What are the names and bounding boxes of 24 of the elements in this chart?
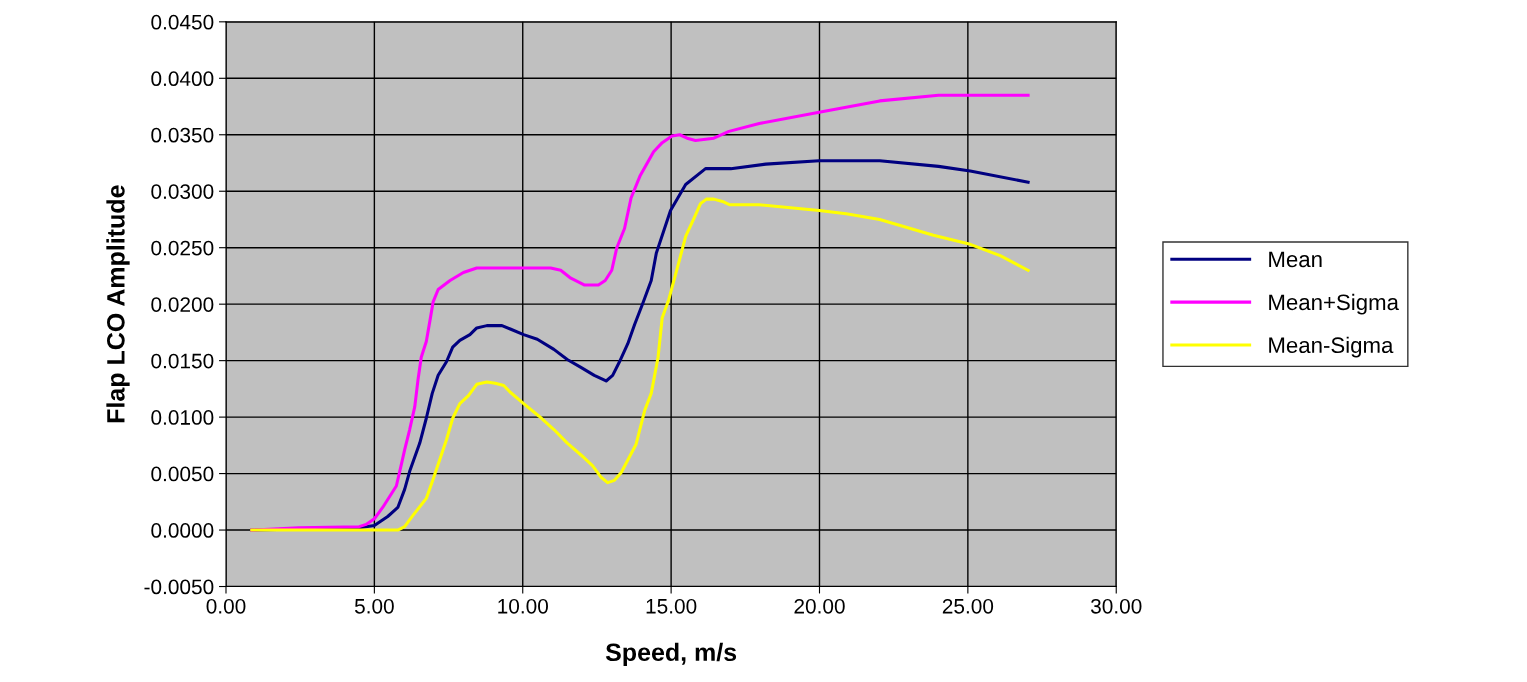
x-axis-title: Speed, m/s xyxy=(605,642,737,667)
x-tick-label: 15.00 xyxy=(646,598,697,614)
y-tick-label: -0.0050 xyxy=(144,579,214,595)
legend-label: Mean+Sigma xyxy=(1269,293,1399,315)
y-tick-label: 0.0000 xyxy=(151,523,214,538)
line-series xyxy=(250,93,1030,532)
y-tick-label: 0.0300 xyxy=(151,184,214,199)
x-tick-label: 20.00 xyxy=(794,598,845,614)
x-tick-label: 10.00 xyxy=(498,598,548,614)
y-axis-title: Flap LCO Amplitude xyxy=(106,185,130,423)
y-tick-label: 0.0200 xyxy=(151,297,214,312)
y-tick-label: 0.0400 xyxy=(151,71,214,87)
x-tick-label: 5.00 xyxy=(354,598,394,614)
y-tick-label: 0.0450 xyxy=(151,14,214,30)
y-tick-label: 0.0350 xyxy=(151,127,214,143)
y-tick-label: 0.0050 xyxy=(151,466,214,482)
y-tick-label: 0.0100 xyxy=(151,410,214,425)
x-tick-label: 30.00 xyxy=(1090,598,1142,614)
x-tick-label: 25.00 xyxy=(942,598,994,614)
legend-label: Mean-Sigma xyxy=(1269,336,1394,358)
x-tick-label: 0.00 xyxy=(206,598,246,614)
y-tick-label: 0.0150 xyxy=(151,353,214,369)
y-tick-label: 0.0250 xyxy=(151,240,214,256)
legend-label: Mean xyxy=(1269,251,1322,268)
